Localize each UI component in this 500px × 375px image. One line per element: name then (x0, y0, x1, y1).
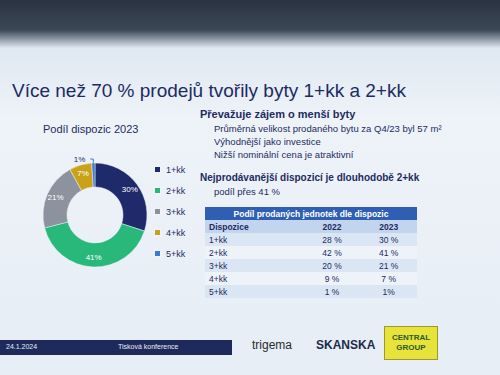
html-text:4+kk: 4+kk (209, 273, 228, 284)
html-text:1%: 1% (382, 286, 395, 297)
html-text:1 %: 1 % (324, 286, 340, 297)
html-text:2023: 2023 (379, 221, 399, 232)
svg-text:2+kk: 2+kk (166, 186, 186, 196)
html-text:Více než 70 % prodejů tvořily: Více než 70 % prodejů tvořily byty 1+kk … (12, 80, 406, 101)
html-text:41 %: 41 % (379, 247, 399, 258)
html-text:28 %: 28 % (322, 234, 342, 245)
html-text:Dispozice: Dispozice (209, 221, 249, 232)
html-text:Nejprodávanější dispozicí je d: Nejprodávanější dispozicí je dlouhodobě … (200, 172, 420, 183)
svg-text:30%: 30% (122, 185, 138, 194)
html-text:5+kk: 5+kk (209, 286, 228, 297)
html-text:2+kk: 2+kk (209, 247, 228, 258)
html-text:7 %: 7 % (381, 273, 396, 284)
html-text:Průměrná velikost prodaného by: Průměrná velikost prodaného bytu za Q4/2… (214, 123, 442, 134)
html-text:trigema: trigema (252, 338, 292, 352)
svg-text:1+kk: 1+kk (166, 165, 186, 175)
html-text:21 %: 21 % (379, 260, 399, 271)
html-text:24.1.2024: 24.1.2024 (6, 343, 38, 350)
html-text:1+kk: 1+kk (209, 234, 228, 245)
html-text:9 %: 9 % (324, 273, 340, 284)
svg-text:21%: 21% (48, 193, 64, 202)
svg-text:Podíl dispozic 2023: Podíl dispozic 2023 (43, 123, 138, 135)
html-text:2022: 2022 (322, 221, 342, 232)
html-text:3+kk: 3+kk (209, 260, 228, 271)
svg-text:1%: 1% (74, 155, 86, 164)
html-text:podíl přes 41 %: podíl přes 41 % (214, 186, 280, 197)
svg-text:5+kk: 5+kk (166, 249, 186, 259)
svg-text:41%: 41% (86, 253, 102, 262)
html-text:20 %: 20 % (322, 260, 342, 271)
svg-text:3+kk: 3+kk (166, 207, 186, 217)
html-text:30 %: 30 % (379, 234, 399, 245)
html-text:Převažuje zájem o menší byty: Převažuje zájem o menší byty (200, 108, 356, 120)
html-text:Výhodnější jako investice: Výhodnější jako investice (214, 136, 321, 147)
html-text:Nižší nominální cena je atrakt: Nižší nominální cena je atraktivní (214, 149, 354, 160)
html-text:42 %: 42 % (322, 247, 342, 258)
html-text:Podíl prodaných jednotek dle d: Podíl prodaných jednotek dle dispozic (233, 208, 389, 219)
svg-text:4+kk: 4+kk (166, 228, 186, 238)
svg-text:7%: 7% (77, 169, 89, 178)
html-text:SKANSKA: SKANSKA (316, 338, 376, 352)
html-text:Tisková konference: Tisková konference (118, 343, 179, 350)
html-text:CENTRAL GROUP: CENTRAL GROUP (391, 333, 431, 352)
